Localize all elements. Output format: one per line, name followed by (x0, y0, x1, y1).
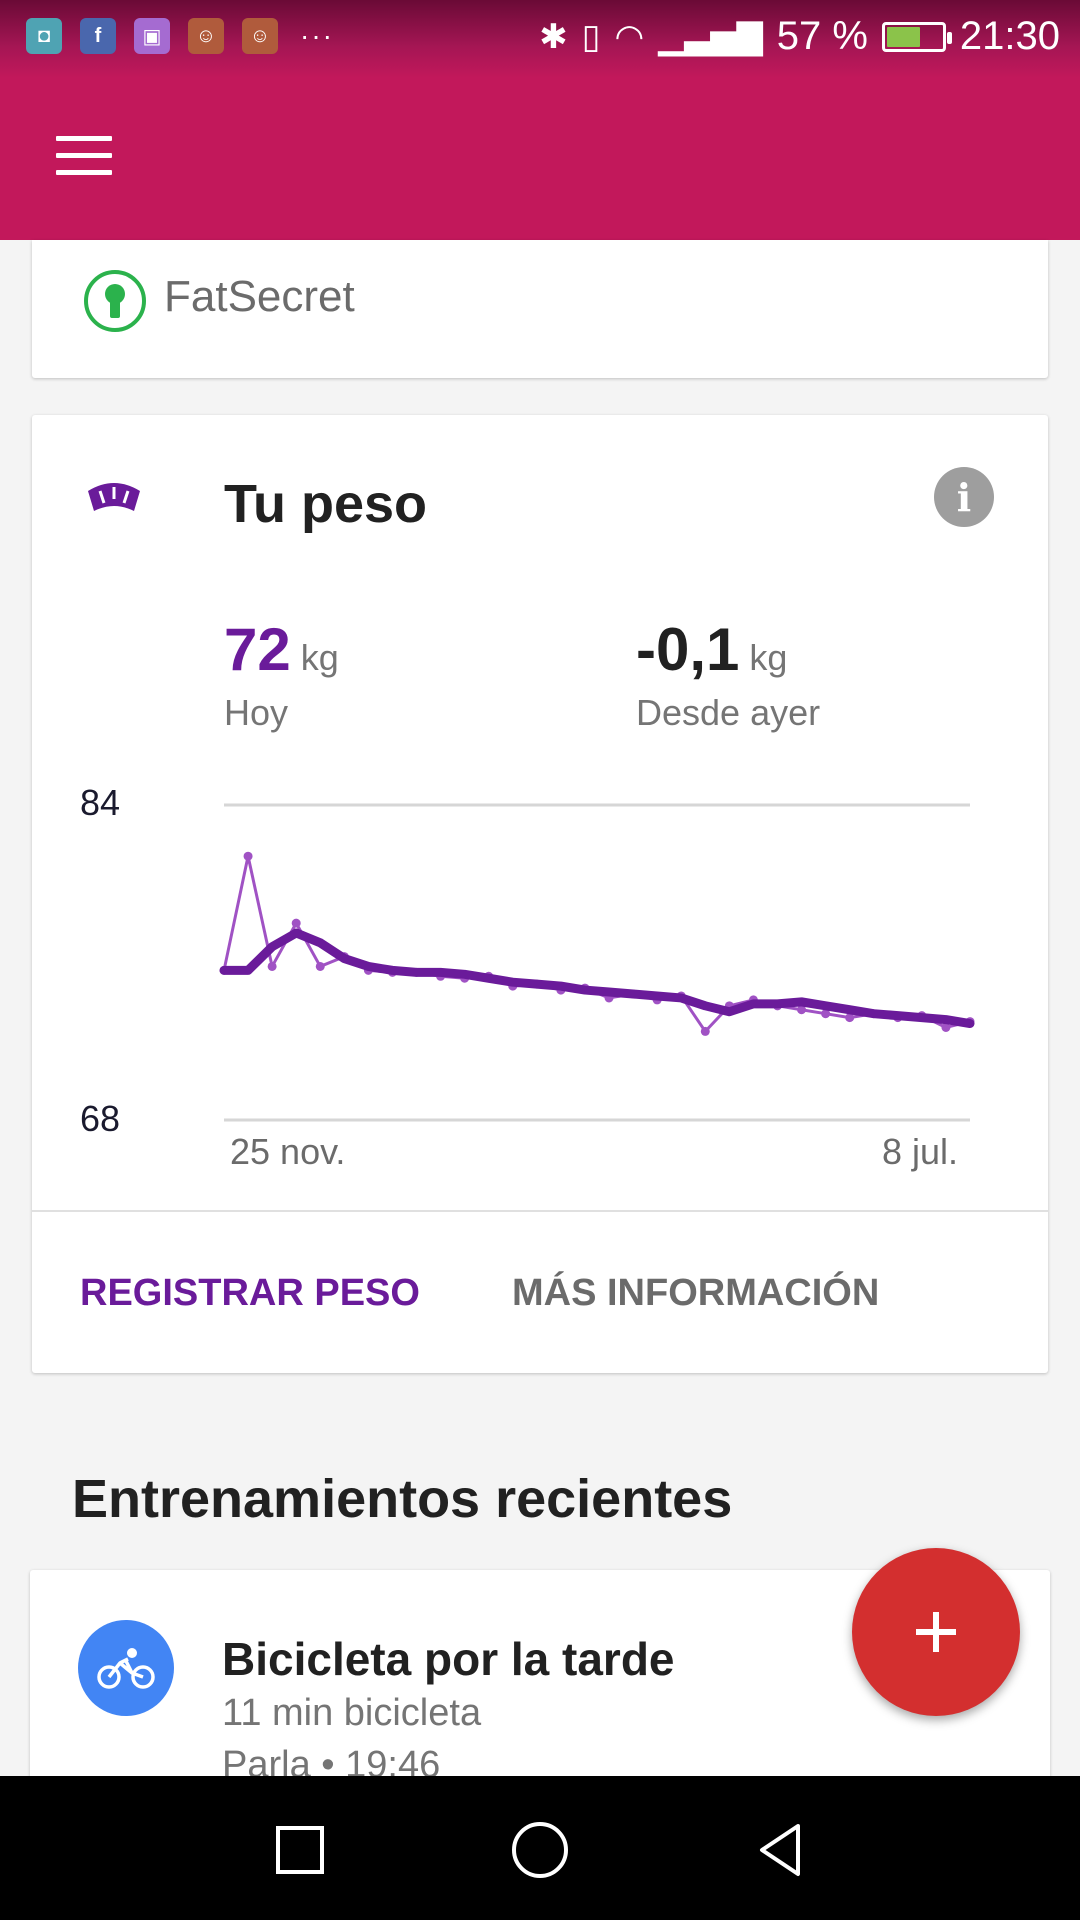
today-weight-label: Hoy (224, 692, 289, 733)
today-weight-value: 72 (224, 616, 291, 683)
battery-icon (881, 21, 952, 52)
register-weight-button[interactable]: REGISTRAR PESO (80, 1272, 420, 1314)
fatsecret-app-name: FatSecret (164, 272, 355, 321)
android-icon: ◘ (26, 18, 62, 54)
weight-data-point (797, 1005, 807, 1015)
battery-percent: 57 % (776, 14, 868, 58)
weight-card[interactable]: Tu peso i 72 kg Hoy -0,1 kg Desde ayer 84 … (32, 415, 1048, 1373)
bicycle-icon (78, 1620, 174, 1716)
battery-level (886, 26, 920, 47)
status-bar: ◘ f ▣ ☺ ☺ ··· ✱ ▯ ◠ ▁▃▅▇ 57 % 21:30 (0, 0, 1080, 78)
card-divider (32, 1210, 1048, 1212)
weight-measurements-line (222, 854, 972, 1033)
weight-data-point (941, 1022, 951, 1032)
wifi-icon: ◠ (614, 17, 645, 56)
workout-title: Bicicleta por la tarde (222, 1633, 675, 1685)
add-button[interactable] (852, 1548, 1020, 1716)
home-button-icon[interactable] (510, 1820, 570, 1880)
weight-data-point (315, 961, 325, 971)
weight-trend-line (219, 928, 975, 1029)
today-weight-unit: kg (300, 637, 339, 678)
weight-data-point (267, 961, 277, 971)
fatsecret-logo-icon (84, 270, 146, 332)
signal-icon: ▁▃▅▇ (658, 17, 763, 56)
weight-change-value: -0,1 (636, 616, 740, 683)
gallery-icon: ▣ (134, 18, 170, 54)
notification-icons: ◘ f ▣ ☺ ☺ ··· (26, 18, 334, 54)
fatsecret-card[interactable]: FatSecret (32, 240, 1048, 378)
system-navigation-bar (0, 1776, 1080, 1920)
y-tick-label: 68 (80, 1098, 121, 1139)
weight-data-point (845, 1013, 855, 1023)
weight-data-point (243, 851, 253, 861)
weight-change-label: Desde ayer (636, 692, 821, 733)
recents-button-icon[interactable] (270, 1820, 330, 1880)
game-icon: ☺ (242, 18, 278, 54)
x-tick-label: 25 nov. (230, 1131, 346, 1172)
today-weight-stat: 72 kg Hoy (224, 615, 339, 734)
clock: 21:30 (959, 14, 1060, 58)
weight-data-point (291, 918, 301, 928)
more-info-button[interactable]: MÁS INFORMACIÓN (512, 1272, 880, 1314)
workout-subtitle: 11 min bicicleta (222, 1692, 482, 1734)
game-icon: ☺ (188, 18, 224, 54)
hamburger-menu-icon[interactable] (56, 136, 112, 176)
weight-chart (219, 803, 975, 1122)
y-tick-label: 84 (80, 782, 121, 823)
section-title: Entrenamientos recientes (72, 1469, 733, 1529)
facebook-icon: f (80, 18, 116, 54)
bluetooth-icon: ✱ (539, 17, 568, 56)
plus-icon (916, 1612, 956, 1652)
weight-change-stat: -0,1 kg Desde ayer (636, 615, 820, 734)
weight-change-unit: kg (749, 637, 788, 678)
back-button-icon[interactable] (750, 1820, 810, 1880)
app-bar (0, 78, 1080, 240)
weight-data-point (700, 1026, 710, 1036)
weight-data-point (821, 1009, 831, 1019)
vibrate-icon: ▯ (581, 17, 601, 56)
more-notifications-icon: ··· (300, 20, 334, 51)
weight-card-title: Tu peso (224, 474, 428, 534)
scale-icon (88, 483, 140, 511)
x-tick-label: 8 jul. (882, 1131, 959, 1172)
info-icon[interactable]: i (934, 467, 994, 527)
